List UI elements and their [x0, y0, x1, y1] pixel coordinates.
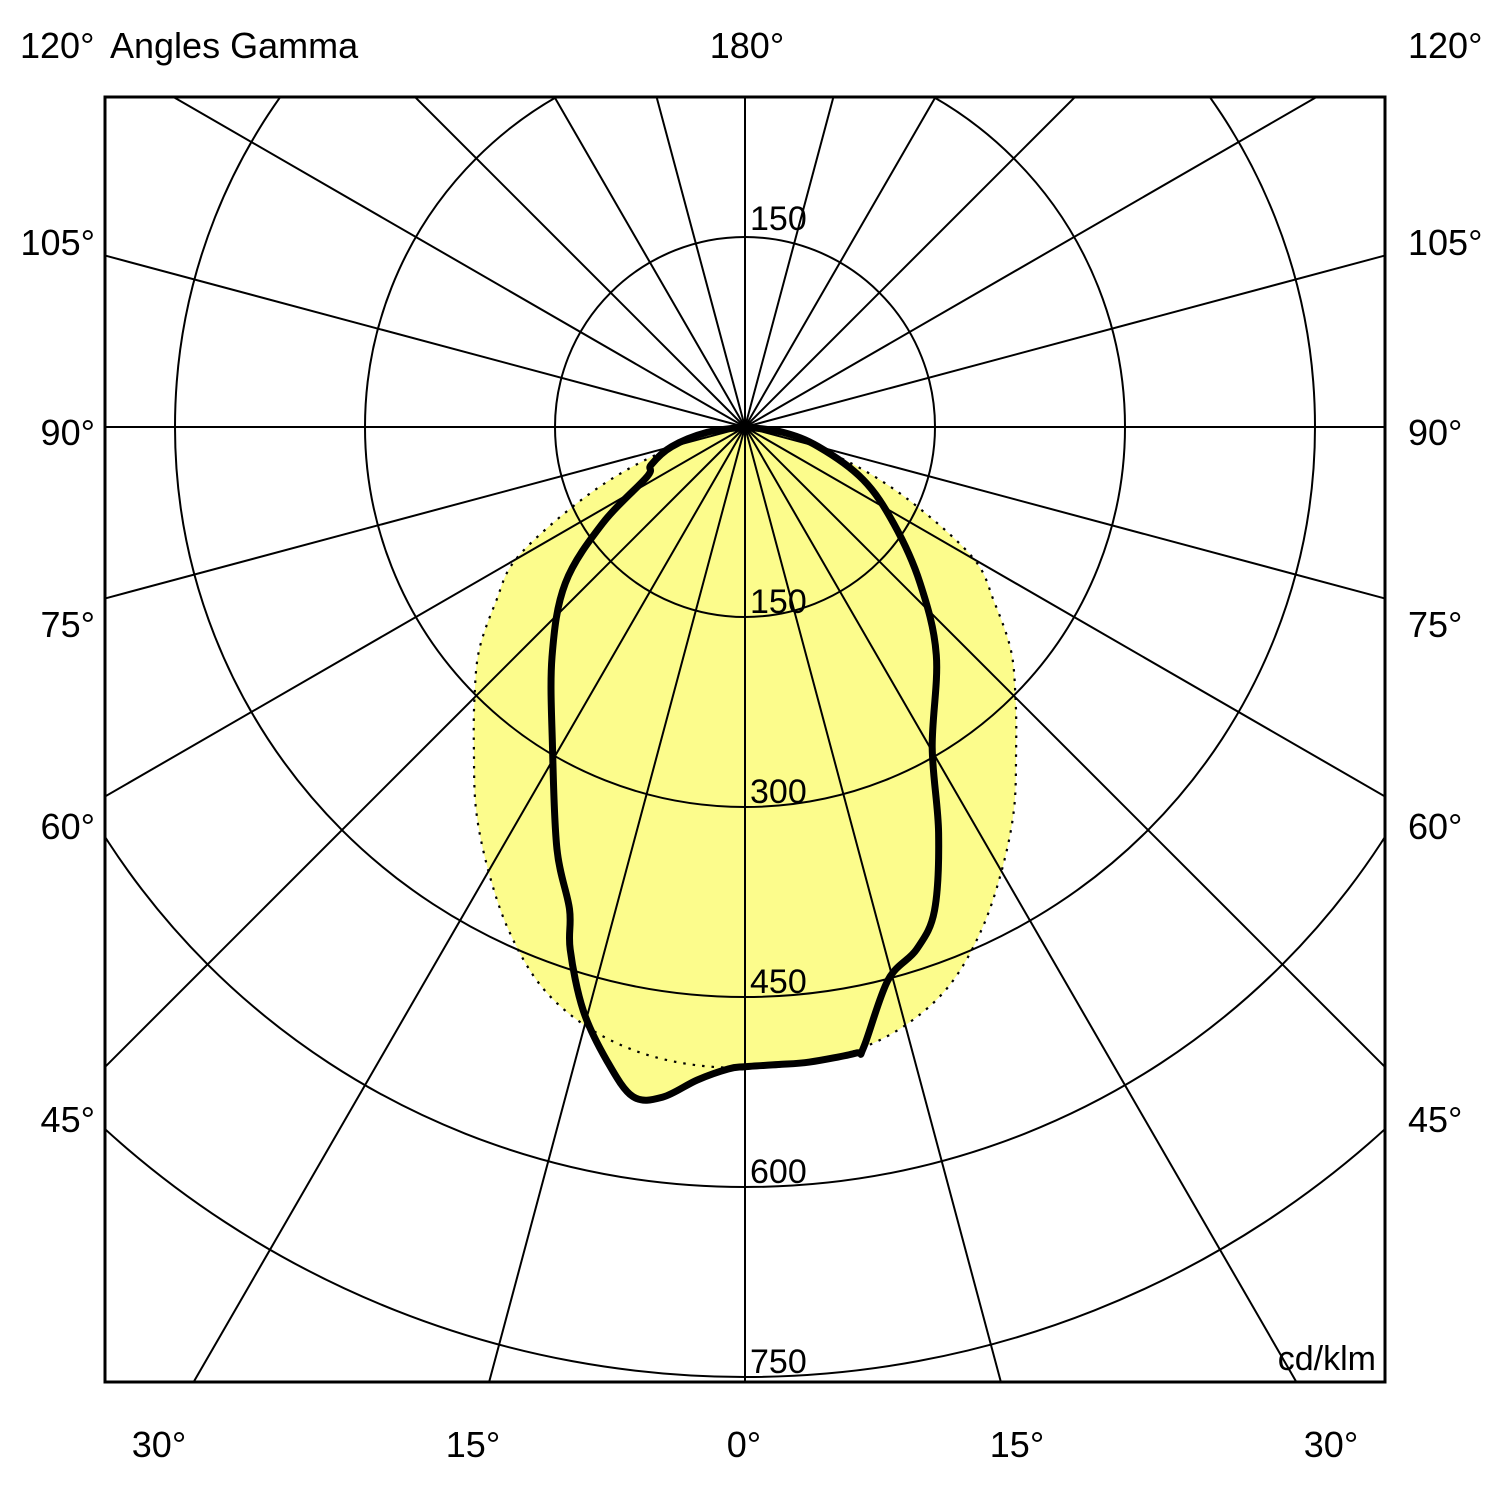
gamma-label-left-45: 45°	[40, 1099, 95, 1140]
gamma-label-left-60: 60°	[40, 806, 95, 847]
chart-title: Angles Gamma	[110, 25, 359, 66]
gamma-ray	[553, 97, 746, 428]
intensity-circle	[364, 97, 1126, 808]
gamma-ray	[105, 254, 746, 428]
gamma-ray	[744, 97, 937, 428]
gamma-label-right-90: 90°	[1408, 412, 1463, 453]
radial-tick-upper: 150	[750, 200, 807, 238]
gamma-label-right-45: 45°	[1408, 1099, 1463, 1140]
corner-label-top-left: 120°	[20, 25, 95, 66]
solid-plane-curve	[547, 423, 943, 1104]
gamma-ray	[744, 426, 1385, 1069]
gamma-ray	[744, 254, 1385, 428]
intensity-circle	[554, 236, 936, 618]
gamma-ray	[105, 426, 746, 798]
gamma-ray	[413, 97, 746, 428]
gamma-label-bottom-right-30: 30°	[1303, 1424, 1359, 1465]
gamma-ray	[744, 426, 1385, 600]
gamma-ray	[192, 426, 746, 1382]
gamma-label-right-105: 105°	[1408, 222, 1483, 263]
radial-tick: 450	[750, 963, 807, 1001]
gamma-label-bottom-left-15: 15°	[445, 1424, 501, 1465]
unit-label: cd/klm	[1278, 1340, 1376, 1378]
radial-tick-labels: 150 150 300 450 600 750 cd/klm	[750, 200, 1376, 1381]
gamma-label-left-75: 75°	[40, 604, 95, 645]
intensity-circle	[105, 834, 1385, 1188]
gamma-label-right-60: 60°	[1408, 806, 1463, 847]
intensity-circle	[105, 1127, 1385, 1378]
gamma-ray	[655, 97, 746, 428]
gamma-label-left-105: 105°	[20, 222, 95, 263]
gamma-label-left-90: 90°	[40, 412, 95, 453]
top-angle-label: 180°	[709, 25, 785, 66]
radial-tick: 150	[750, 583, 807, 621]
gamma-ray	[171, 97, 746, 428]
gamma-ray	[488, 426, 746, 1382]
intensity-circle	[174, 97, 1316, 998]
corner-label-top-right: 120°	[1408, 25, 1483, 66]
gamma-ray	[105, 426, 746, 600]
gamma-label-bottom-left-30: 30°	[131, 1424, 187, 1465]
gamma-ray	[744, 97, 1077, 428]
gamma-label-bottom-right-15: 15°	[989, 1424, 1045, 1465]
radial-tick: 300	[750, 773, 807, 811]
gamma-ray	[105, 426, 746, 1069]
gamma-ray	[744, 97, 1319, 428]
chart-frame	[103, 95, 1387, 1384]
gamma-label-right-75: 75°	[1408, 604, 1463, 645]
gamma-ray	[744, 426, 1002, 1382]
gamma-ray	[744, 426, 1385, 798]
gamma-label-bottom-0: 0°	[726, 1424, 762, 1465]
radial-tick: 750	[750, 1343, 807, 1381]
gamma-ray	[744, 97, 835, 428]
radial-tick: 600	[750, 1153, 807, 1191]
dotted-plane-curve	[472, 425, 1018, 1070]
gamma-ray	[744, 426, 1298, 1382]
